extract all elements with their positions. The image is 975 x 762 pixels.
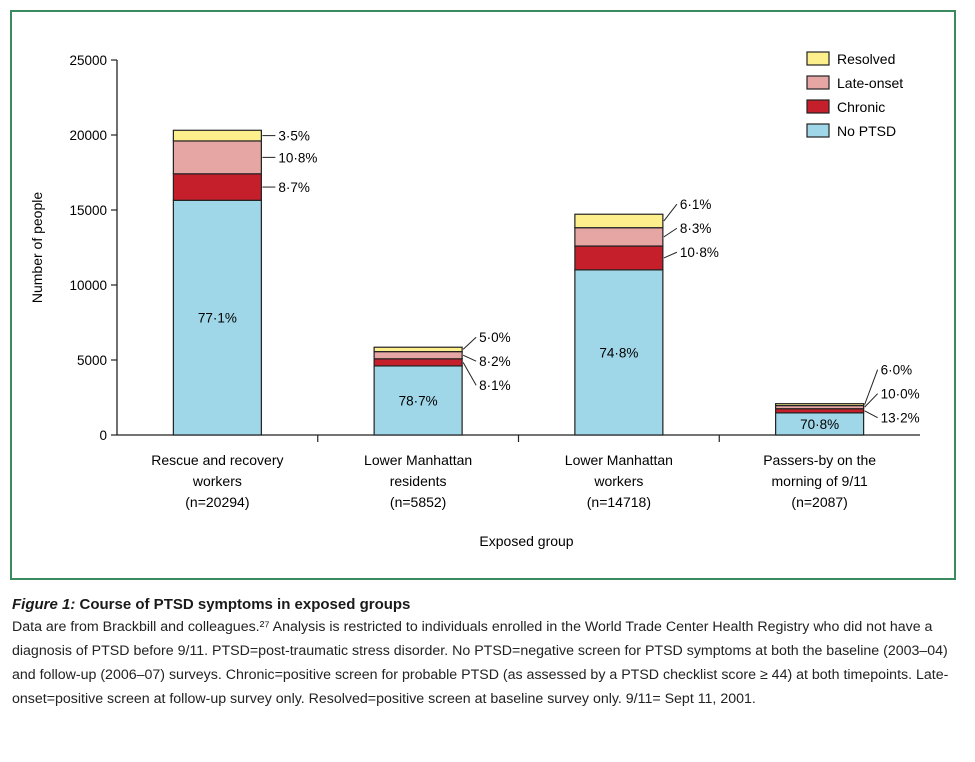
figure-label: Figure 1: [12, 596, 76, 613]
data-label-chronic: 10·8% [680, 245, 719, 260]
bar-segment-resolved [373, 346, 463, 353]
data-label-resolved: 3·5% [278, 129, 310, 144]
leader-line [462, 362, 477, 386]
leader-line [663, 251, 678, 259]
x-category-label: Rescue and recovery [151, 452, 283, 468]
legend-label: Chronic [837, 99, 885, 115]
bar-segment-no-ptsd [574, 269, 664, 436]
legend-swatch [806, 99, 830, 114]
data-label-chronic: 8·7% [278, 180, 310, 195]
bar-segment-late-onset [172, 140, 262, 175]
data-label-chronic: 8·1% [479, 378, 511, 393]
y-tick-label: 20000 [69, 128, 107, 143]
bar-segment-late-onset [574, 227, 664, 247]
data-label-no-ptsd: 74·8% [599, 345, 638, 360]
bar-segment-no-ptsd [373, 365, 463, 436]
legend-swatch [806, 123, 830, 138]
bar-segment-chronic [373, 358, 463, 367]
x-category-label: morning of 9/11 [772, 473, 868, 489]
bar-segment-late-onset [373, 351, 463, 360]
bar-segment-chronic [574, 245, 664, 271]
y-tick-label: 0 [99, 428, 107, 443]
data-label-no-ptsd: 70·8% [800, 417, 839, 432]
caption-title: Figure 1: Course of PTSD symptoms in exp… [12, 596, 962, 613]
leader-line [663, 203, 678, 222]
bar-segment-chronic [172, 173, 262, 201]
x-category-label: Lower Manhattan [364, 452, 472, 468]
x-category-label: (n=5852) [390, 494, 446, 510]
bar-segment-resolved [574, 213, 664, 229]
figure-caption: Figure 1: Course of PTSD symptoms in exp… [12, 596, 962, 711]
x-axis-label: Exposed group [479, 533, 573, 549]
x-category-label: residents [390, 473, 447, 489]
leader-line [462, 354, 477, 362]
data-label-late-onset: 10·8% [278, 150, 317, 165]
data-label-no-ptsd: 77·1% [198, 311, 237, 326]
leader-line [864, 410, 878, 419]
data-label-resolved: 6·1% [680, 197, 712, 212]
leader-line [864, 393, 878, 408]
stacked-bar-chart: 0 5000 10000 15000 20000 25000 Number of peopl… [29, 51, 920, 549]
bar-segment-chronic [775, 408, 865, 414]
data-label-chronic: 13·2% [881, 411, 920, 426]
y-axis-label: Number of people [29, 192, 45, 304]
caption-body: Data are from Brackbill and colleagues.²… [12, 619, 949, 707]
chart-frame: 0 5000 10000 15000 20000 25000 Number of peopl… [10, 10, 956, 580]
data-label-resolved: 6·0% [881, 363, 913, 378]
x-category-label: (n=14718) [587, 494, 651, 510]
leader-line [864, 369, 879, 405]
x-category-label: workers [593, 473, 643, 489]
leader-line [663, 227, 678, 238]
y-tick-label: 15000 [69, 203, 107, 218]
bar-segment-resolved [775, 403, 865, 407]
legend-label: Resolved [837, 51, 895, 67]
data-label-resolved: 5·0% [479, 330, 511, 345]
data-label-late-onset: 10·0% [881, 387, 920, 402]
legend-swatch [806, 51, 830, 66]
caption-title-text: Course of PTSD symptoms in exposed group… [75, 596, 411, 613]
data-label-late-onset: 8·2% [479, 354, 511, 369]
data-label-no-ptsd: 78·7% [399, 393, 438, 408]
x-category-label: (n=2087) [791, 494, 847, 510]
x-category-label: workers [192, 473, 242, 489]
legend-label: Late-onset [837, 75, 903, 91]
x-category-label: (n=20294) [185, 494, 249, 510]
x-category-label: Lower Manhattan [565, 452, 673, 468]
leader-line [462, 336, 477, 350]
y-tick-label: 10000 [69, 278, 107, 293]
bar-segment-no-ptsd [172, 199, 262, 436]
y-tick-label: 5000 [77, 353, 107, 368]
y-tick-label: 25000 [69, 53, 107, 68]
bar-segment-resolved [172, 129, 262, 142]
data-label-late-onset: 8·3% [680, 221, 712, 236]
legend-label: No PTSD [837, 123, 896, 139]
x-category-label: Passers-by on the [763, 452, 876, 468]
legend-swatch [806, 75, 830, 90]
